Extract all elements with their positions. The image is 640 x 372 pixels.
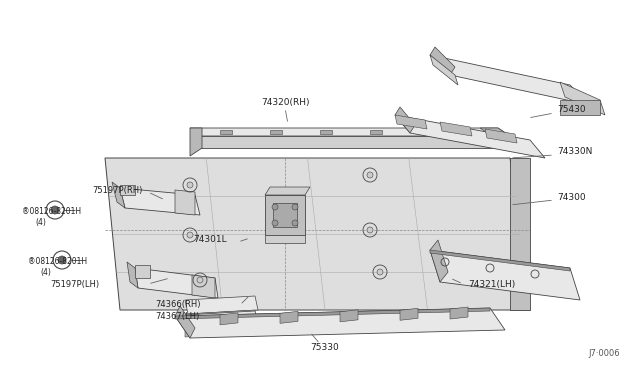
Polygon shape [185,296,258,314]
Text: 74367(LH): 74367(LH) [155,311,199,321]
Text: 74300: 74300 [557,193,586,202]
Polygon shape [105,158,530,310]
Polygon shape [400,308,418,320]
Polygon shape [420,130,432,134]
Polygon shape [190,128,202,156]
Circle shape [51,206,59,214]
Polygon shape [265,235,305,243]
Polygon shape [185,310,255,322]
Circle shape [367,227,373,233]
Text: 74366(RH): 74366(RH) [155,301,200,310]
Text: 75330: 75330 [310,343,339,353]
Text: 74321(LH): 74321(LH) [468,279,515,289]
Text: (4): (4) [35,218,46,228]
Circle shape [292,220,298,226]
Polygon shape [220,130,232,134]
Polygon shape [120,188,200,215]
Polygon shape [560,82,605,115]
Circle shape [367,172,373,178]
Circle shape [272,204,278,210]
Polygon shape [190,128,510,136]
Polygon shape [430,55,590,105]
Polygon shape [135,265,150,278]
Text: 74330N: 74330N [557,148,593,157]
Text: 75197P(RH): 75197P(RH) [92,186,142,195]
Polygon shape [450,307,468,319]
Polygon shape [175,308,505,338]
Polygon shape [120,185,135,195]
Text: ®08126-8201H: ®08126-8201H [22,208,81,217]
Polygon shape [395,115,545,158]
Polygon shape [560,100,600,115]
Polygon shape [430,250,580,300]
Text: 74301L: 74301L [193,235,227,244]
Polygon shape [430,250,570,271]
Polygon shape [127,262,138,288]
Circle shape [197,277,203,283]
Polygon shape [175,308,490,319]
Polygon shape [265,195,305,235]
Polygon shape [485,129,517,143]
Polygon shape [112,182,125,208]
Polygon shape [190,136,498,148]
Polygon shape [440,122,472,136]
Circle shape [187,182,193,188]
Polygon shape [395,115,427,129]
Polygon shape [185,311,258,329]
Text: (4): (4) [40,269,51,278]
Polygon shape [320,130,332,134]
Polygon shape [430,240,448,282]
Polygon shape [175,190,195,215]
Polygon shape [192,275,215,298]
Text: 75197P(LH): 75197P(LH) [50,279,99,289]
Circle shape [187,232,193,238]
Polygon shape [510,158,530,310]
Polygon shape [220,313,238,325]
Circle shape [58,256,66,264]
Polygon shape [430,47,455,75]
Polygon shape [185,325,255,337]
Text: ®08126-8201H: ®08126-8201H [28,257,87,266]
Circle shape [272,220,278,226]
Polygon shape [273,203,297,227]
Polygon shape [265,187,310,195]
Polygon shape [480,128,510,136]
Circle shape [292,204,298,210]
Text: J7·0006: J7·0006 [588,349,620,358]
Polygon shape [175,306,195,338]
Polygon shape [280,311,298,323]
Polygon shape [395,107,415,133]
Text: 74320(RH): 74320(RH) [260,97,309,106]
Polygon shape [270,130,282,134]
Circle shape [377,269,383,275]
Polygon shape [430,55,458,85]
Text: 75430: 75430 [557,106,586,115]
Polygon shape [370,130,382,134]
Polygon shape [135,268,218,298]
Polygon shape [460,130,472,134]
Polygon shape [340,310,358,322]
